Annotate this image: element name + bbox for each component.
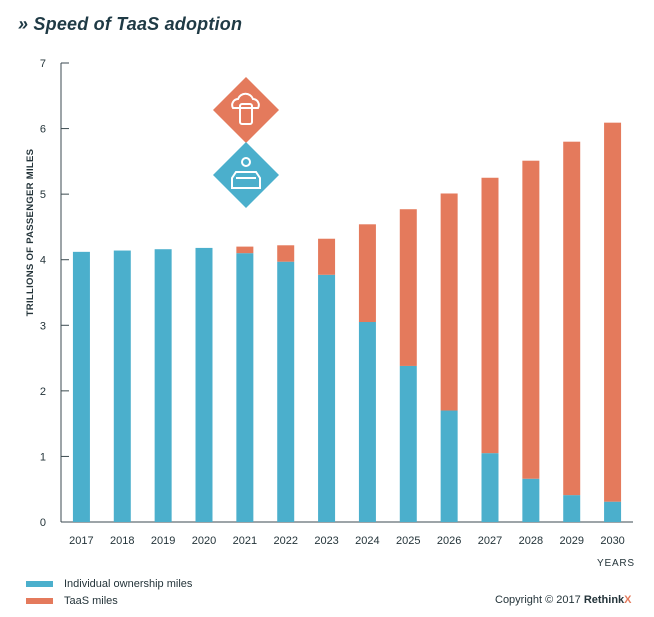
bar-taas bbox=[522, 160, 540, 479]
x-tick-label: 2027 bbox=[478, 535, 502, 547]
x-tick-label: 2030 bbox=[600, 535, 624, 547]
y-tick-label: 6 bbox=[40, 124, 46, 136]
y-tick-label: 4 bbox=[40, 255, 46, 267]
y-axis-title: TRILLIONS OF PASSENGER MILES bbox=[25, 149, 36, 317]
bar-taas bbox=[563, 141, 581, 496]
legend: Individual ownership miles TaaS miles bbox=[26, 575, 192, 609]
legend-item-individual: Individual ownership miles bbox=[26, 575, 192, 592]
bar-taas bbox=[358, 224, 376, 323]
y-tick-label: 2 bbox=[40, 386, 46, 398]
x-tick-label: 2022 bbox=[273, 535, 297, 547]
x-tick-label: 2020 bbox=[192, 535, 216, 547]
bar-taas bbox=[236, 246, 254, 254]
bar-individual bbox=[277, 261, 295, 522]
bar-individual bbox=[236, 253, 254, 522]
x-tick-label: 2019 bbox=[151, 535, 175, 547]
x-tick-label: 2017 bbox=[69, 535, 93, 547]
chart-area: 0 1 2 3 4 5 6 7 TRILLIONS OF PASSENGER MILES 2017… bbox=[25, 58, 633, 547]
y-tick-label: 3 bbox=[40, 320, 46, 332]
bar-individual bbox=[522, 478, 540, 522]
legend-label-individual: Individual ownership miles bbox=[64, 577, 193, 590]
bar-individual bbox=[604, 501, 622, 522]
bar-individual bbox=[440, 410, 458, 522]
brand-name: Rethink bbox=[583, 594, 625, 606]
x-tick-label: 2028 bbox=[519, 535, 543, 547]
bar-individual bbox=[72, 251, 90, 523]
bar-taas bbox=[440, 193, 458, 411]
legend-item-taas: TaaS miles bbox=[26, 592, 192, 609]
bar-individual bbox=[195, 247, 213, 522]
bar-taas bbox=[277, 245, 295, 262]
x-tick-label: 2025 bbox=[396, 535, 420, 547]
y-tick-label: 0 bbox=[40, 517, 46, 529]
x-axis-label: YEARS bbox=[597, 558, 635, 569]
bar-individual bbox=[399, 365, 417, 522]
bar-taas bbox=[481, 177, 499, 454]
cloud-car-icon bbox=[213, 77, 279, 143]
y-tick-label: 1 bbox=[40, 451, 46, 463]
x-tick-label: 2018 bbox=[110, 535, 134, 547]
bar-individual bbox=[563, 495, 581, 522]
copyright-prefix: Copyright © 2017 bbox=[495, 594, 584, 606]
x-tick-label: 2029 bbox=[559, 535, 583, 547]
bar-individual bbox=[318, 274, 336, 522]
legend-swatch-taas bbox=[26, 597, 53, 604]
x-tick-label: 2023 bbox=[314, 535, 338, 547]
copyright-text: Copyright © 2017 RethinkX bbox=[495, 594, 632, 606]
x-tick-label: 2026 bbox=[437, 535, 461, 547]
legend-label-taas: TaaS miles bbox=[64, 594, 118, 607]
bar-taas bbox=[399, 209, 417, 366]
y-tick-label: 5 bbox=[40, 189, 46, 201]
bar-individual bbox=[481, 453, 499, 522]
bar-individual bbox=[113, 250, 131, 522]
shared-vehicle-icon bbox=[213, 142, 279, 208]
brand-x: X bbox=[624, 594, 632, 606]
legend-swatch-individual bbox=[26, 580, 53, 587]
x-tick-label: 2024 bbox=[355, 535, 379, 547]
y-tick-label: 7 bbox=[40, 58, 46, 70]
bar-individual bbox=[358, 322, 376, 522]
chart-title: » Speed of TaaS adoption bbox=[18, 14, 243, 34]
x-tick-label: 2021 bbox=[233, 535, 257, 547]
bar-taas bbox=[318, 238, 336, 275]
bar-taas bbox=[604, 122, 622, 502]
bar-individual bbox=[154, 249, 172, 523]
